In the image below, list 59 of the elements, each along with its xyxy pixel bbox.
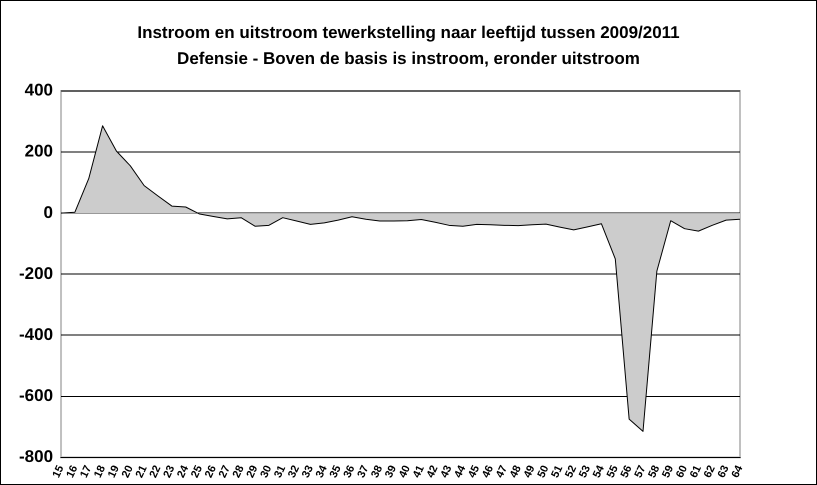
x-tick-label: 44 xyxy=(452,462,469,480)
y-tick-label: -200 xyxy=(18,264,54,283)
x-tick-label: 36 xyxy=(341,464,358,480)
x-tick-label: 64 xyxy=(729,462,746,480)
x-tick-label: 33 xyxy=(300,464,316,480)
x-tick-label: 28 xyxy=(230,464,247,480)
x-tick-label: 51 xyxy=(549,464,566,480)
x-tick-label: 46 xyxy=(480,464,496,480)
x-tick-label: 40 xyxy=(396,464,413,480)
y-tick-label: -400 xyxy=(18,324,54,344)
x-tick-label: 30 xyxy=(258,464,274,480)
x-tick-label: 25 xyxy=(189,464,206,480)
x-tick-label: 57 xyxy=(632,464,648,480)
x-tick-label: 52 xyxy=(563,464,580,480)
x-tick-label: 50 xyxy=(535,464,552,480)
x-tick-label: 32 xyxy=(286,464,302,480)
x-tick-label: 55 xyxy=(604,464,621,480)
x-tick-label: 48 xyxy=(508,464,524,480)
x-tick-label: 60 xyxy=(674,464,690,480)
x-tick-label: 43 xyxy=(438,464,454,480)
x-tick-label: 26 xyxy=(202,464,219,480)
x-tick-label: 18 xyxy=(92,464,108,480)
x-tick-label: 22 xyxy=(147,464,164,480)
y-tick-label: 200 xyxy=(24,142,54,161)
x-tick-label: 34 xyxy=(314,462,330,480)
x-tick-label: 20 xyxy=(120,464,136,480)
x-tick-label: 56 xyxy=(618,464,635,480)
x-tick-label: 38 xyxy=(369,464,386,480)
x-tick-label: 61 xyxy=(688,464,704,480)
x-tick-label: 45 xyxy=(466,464,482,480)
y-tick-label: 400 xyxy=(24,80,54,100)
x-tick-label: 58 xyxy=(646,464,662,480)
x-tick-label: 59 xyxy=(660,464,676,480)
x-tick-label: 63 xyxy=(716,464,732,480)
x-tick-label: 21 xyxy=(134,464,150,480)
x-tick-label: 42 xyxy=(424,464,441,480)
y-tick-label: -600 xyxy=(18,386,54,405)
x-tick-label: 15 xyxy=(50,464,66,480)
x-tick-label: 24 xyxy=(175,462,192,480)
x-tick-label: 27 xyxy=(216,464,233,480)
y-tick-label: 0 xyxy=(44,202,54,222)
x-tick-label: 16 xyxy=(64,464,80,480)
x-tick-label: 39 xyxy=(383,464,400,480)
x-tick-label: 31 xyxy=(272,464,288,480)
x-tick-label: 17 xyxy=(78,464,94,480)
x-tick-label: 29 xyxy=(244,464,260,480)
x-tick-label: 23 xyxy=(161,464,178,480)
chart-title: Instroom en uitstroom tewerkstelling naar leeftijd tussen 2009/2011 xyxy=(136,23,681,43)
x-tick-label: 53 xyxy=(576,464,594,480)
x-tick-label: 62 xyxy=(702,464,718,480)
x-tick-label: 41 xyxy=(410,464,427,480)
x-tick-label: 35 xyxy=(328,464,344,480)
x-tick-label: 49 xyxy=(522,464,538,480)
x-tick-label: 47 xyxy=(494,464,510,480)
y-tick-label: -800 xyxy=(18,447,54,466)
x-tick-label: 37 xyxy=(355,464,372,480)
chart-subtitle: Defensie - Boven de basis is instroom, eronder uitstroom xyxy=(176,49,641,69)
x-tick-label: 19 xyxy=(106,464,122,480)
x-tick-label: 54 xyxy=(590,462,608,480)
